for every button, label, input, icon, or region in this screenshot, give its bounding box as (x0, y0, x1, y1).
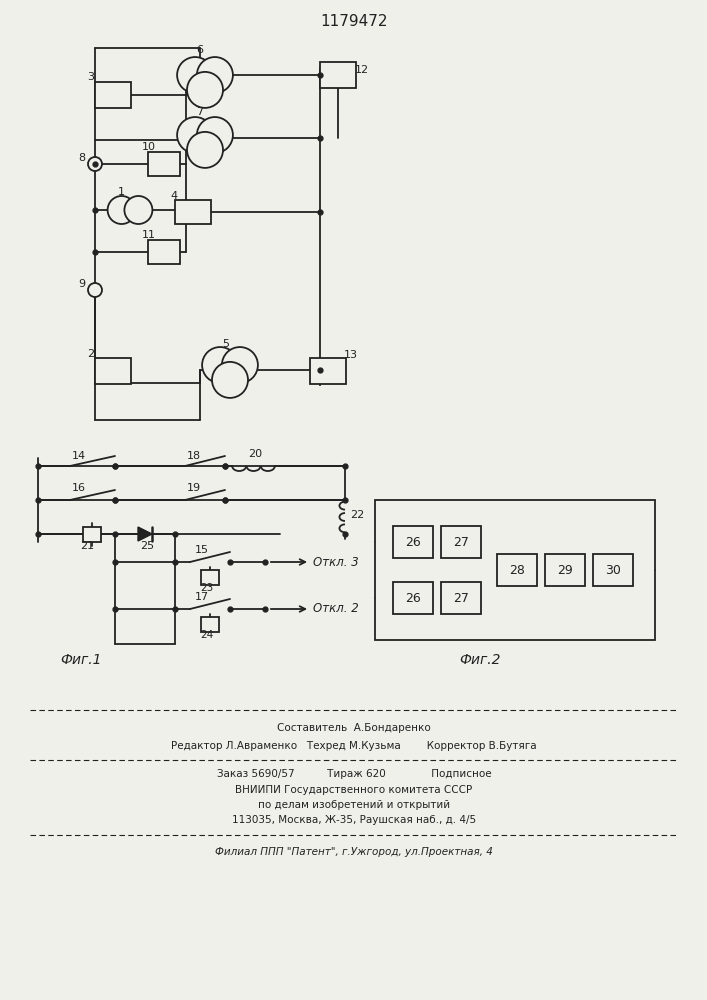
Bar (201, 570, 219, 585)
Bar (95, 82, 131, 108)
Text: 26: 26 (405, 536, 421, 548)
Text: 2: 2 (87, 349, 94, 359)
Text: 23: 23 (200, 583, 214, 593)
Text: Заказ 5690/57          Тираж 620              Подписное: Заказ 5690/57 Тираж 620 Подписное (216, 769, 491, 779)
Text: 19: 19 (187, 483, 201, 493)
Text: Редактор Л.Авраменко   Техред М.Кузьма        Корректор В.Бутяга: Редактор Л.Авраменко Техред М.Кузьма Кор… (171, 741, 537, 751)
Text: 22: 22 (350, 510, 364, 520)
Text: 15: 15 (195, 545, 209, 555)
Circle shape (124, 196, 153, 224)
Bar (95, 358, 131, 384)
Text: по делам изобретений и открытий: по делам изобретений и открытий (258, 800, 450, 810)
Text: 1: 1 (118, 187, 125, 197)
Text: 28: 28 (509, 564, 525, 576)
Text: 4: 4 (170, 191, 177, 201)
Circle shape (222, 347, 258, 383)
Text: 10: 10 (142, 142, 156, 152)
Bar (393, 526, 433, 558)
Bar (310, 358, 346, 384)
Text: 5: 5 (222, 339, 229, 349)
Text: 12: 12 (355, 65, 369, 75)
Circle shape (212, 362, 248, 398)
Text: ВНИИПИ Государственного комитета СССР: ВНИИПИ Государственного комитета СССР (235, 785, 472, 795)
Bar (148, 240, 180, 264)
Text: 113035, Москва, Ж-35, Раушская наб., д. 4/5: 113035, Москва, Ж-35, Раушская наб., д. … (232, 815, 476, 825)
Bar (497, 554, 537, 586)
Circle shape (177, 117, 213, 153)
Text: 25: 25 (140, 541, 154, 551)
Circle shape (187, 132, 223, 168)
Text: Фиг.2: Фиг.2 (460, 653, 501, 667)
Bar (175, 200, 211, 224)
Circle shape (107, 196, 136, 224)
Bar (83, 526, 101, 542)
Bar (375, 500, 655, 640)
Circle shape (187, 72, 223, 108)
Circle shape (177, 57, 213, 93)
Bar (320, 62, 356, 88)
Text: 30: 30 (605, 564, 621, 576)
Circle shape (202, 347, 238, 383)
Circle shape (88, 157, 102, 171)
Bar (441, 526, 481, 558)
Text: 18: 18 (187, 451, 201, 461)
Bar (201, 617, 219, 632)
Text: Составитель  А.Бондаренко: Составитель А.Бондаренко (277, 723, 431, 733)
Text: 26: 26 (405, 591, 421, 604)
Text: 16: 16 (72, 483, 86, 493)
Bar (148, 152, 180, 176)
Text: 1179472: 1179472 (320, 14, 387, 29)
Text: 17: 17 (195, 592, 209, 602)
Text: 13: 13 (344, 350, 358, 360)
Text: 9: 9 (78, 279, 85, 289)
Text: Филиал ППП "Патент", г.Ужгород, ул.Проектная, 4: Филиал ППП "Патент", г.Ужгород, ул.Проек… (215, 847, 493, 857)
Circle shape (88, 283, 102, 297)
Text: 8: 8 (78, 153, 85, 163)
Text: 20: 20 (248, 449, 262, 459)
Text: Откл. 2: Откл. 2 (313, 602, 358, 615)
Text: Фиг.1: Фиг.1 (60, 653, 102, 667)
Circle shape (197, 57, 233, 93)
Polygon shape (138, 527, 152, 541)
Text: 27: 27 (453, 591, 469, 604)
Text: 7: 7 (196, 107, 203, 117)
Text: 27: 27 (453, 536, 469, 548)
Circle shape (197, 117, 233, 153)
Text: 14: 14 (72, 451, 86, 461)
Bar (441, 582, 481, 614)
Text: Откл. 3: Откл. 3 (313, 556, 358, 568)
Text: 29: 29 (557, 564, 573, 576)
Text: 24: 24 (200, 630, 214, 640)
Text: 3: 3 (87, 72, 94, 82)
Bar (545, 554, 585, 586)
Text: 11: 11 (142, 230, 156, 240)
Bar (593, 554, 633, 586)
Text: 21: 21 (80, 541, 94, 551)
Bar (393, 582, 433, 614)
Text: 6: 6 (196, 45, 203, 55)
